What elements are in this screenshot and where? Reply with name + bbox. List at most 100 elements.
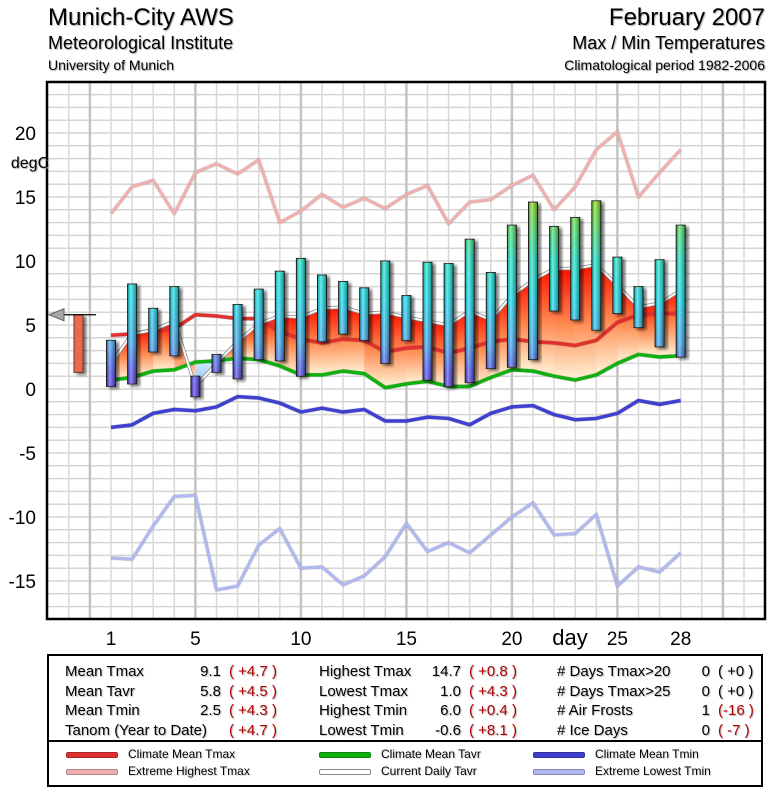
- stat-label: Mean Tmax: [65, 663, 144, 680]
- daily-bar: [422, 261, 433, 381]
- stat-anomaly: ( +4.3 ): [469, 682, 517, 700]
- anomaly-fill-segment: [279, 316, 301, 375]
- stat-row: Mean Tmax 9.1 ( +4.7 ): [49, 662, 761, 681]
- stat-value: 2.5: [200, 702, 221, 719]
- x-tick-label: 10: [290, 629, 311, 650]
- stat-row: Mean Tmin 2.5 ( +4.3 ): [49, 701, 761, 720]
- daily-bar: [443, 263, 454, 387]
- daily-bar: [232, 304, 243, 380]
- y-tick-label: -10: [9, 508, 36, 529]
- legend-label: Climate Mean Tmin: [595, 747, 699, 761]
- climate-mean-tavr-line: [110, 352, 681, 390]
- stat-label: Lowest Tmax: [319, 682, 408, 700]
- legend-swatch: [319, 769, 371, 775]
- extreme-lowest-tmin-line: [110, 493, 682, 592]
- anomaly-arrow-icon: [48, 308, 65, 322]
- y-tick-label: -15: [9, 572, 36, 593]
- stat-value: 0: [701, 663, 710, 680]
- stat-label: # Ice Days: [557, 721, 628, 739]
- stat-value: 9.1: [200, 663, 221, 680]
- y-tick-label: 5: [25, 316, 36, 337]
- daily-bar: [148, 307, 159, 353]
- stat-anomaly: ( +4.5 ): [229, 682, 277, 700]
- y-tick-label: 0: [25, 380, 36, 401]
- anomaly-fill-segment: [511, 280, 533, 372]
- stat-row: Mean Tavr 5.8 ( +4.5 ): [49, 682, 761, 701]
- daily-bar: [591, 200, 602, 331]
- legend-label: Climate Mean Tmax: [128, 747, 236, 761]
- grid: [48, 83, 764, 618]
- daily-bar: [570, 216, 581, 321]
- stat-row: Lowest Tmin -0.6 ( +8.1 ): [49, 721, 761, 740]
- subject-subtitle: Max / Min Temperatures: [572, 33, 765, 53]
- stat-anomaly: ( +0.8 ): [469, 663, 517, 680]
- y-axis-label: degC: [11, 155, 49, 172]
- stat-label: # Air Frosts: [557, 702, 633, 719]
- anomaly-fill-segment: [469, 310, 491, 387]
- daily-bar: [274, 270, 285, 362]
- annual-anomaly-bar: [73, 314, 84, 373]
- station-title: Munich-City AWS: [48, 4, 234, 31]
- institute-subtitle: Meteorological Institute: [48, 33, 234, 53]
- daily-bar: [106, 339, 116, 387]
- stat-label: # Days Tmax>25: [557, 682, 671, 700]
- stat-label: Highest Tmin: [319, 702, 408, 719]
- anomaly-fill-segment: [575, 264, 597, 381]
- stat-row: Highest Tmax 14.7 ( +0.8 ): [49, 662, 761, 681]
- legend-swatch: [66, 752, 118, 758]
- stat-anomaly: ( +4.3 ): [229, 702, 277, 719]
- daily-bar: [612, 256, 623, 314]
- y-tick-label: 20: [15, 124, 36, 145]
- x-axis-label: day: [552, 625, 587, 650]
- stat-label: Mean Tmin: [65, 702, 140, 719]
- anomaly-fill-segment: [111, 333, 133, 381]
- stat-value: 1.0: [440, 682, 461, 700]
- legend: Climate Mean Tmax Extreme Highest Tmax Cli…: [47, 740, 763, 787]
- y-tick-label: 15: [15, 188, 36, 209]
- stat-anomaly: ( +4.7 ): [229, 721, 277, 739]
- y-tick-label: -5: [19, 444, 36, 465]
- x-tick-label: 5: [190, 629, 201, 650]
- stat-anomaly: ( -7 ): [718, 721, 750, 739]
- stat-label: Highest Tmax: [319, 663, 412, 680]
- climate-mean-tmin-line: [110, 394, 682, 430]
- daily-bar: [127, 283, 138, 385]
- daily-bar: [317, 274, 327, 343]
- daily-bar: [295, 257, 306, 377]
- x-tick-label: 15: [396, 629, 417, 650]
- stat-row: Highest Tmin 6.0 ( +0.4 ): [49, 701, 761, 720]
- extreme-highest-tmax-line: [109, 130, 682, 226]
- climate-mean-tmax-line: [110, 311, 681, 355]
- daily-bar: [485, 272, 496, 370]
- stat-row: Lowest Tmax 1.0 ( +4.3 ): [49, 682, 761, 701]
- period-subtitle: Climatological period 1982-2006: [564, 57, 765, 73]
- legend-swatch: [66, 769, 118, 775]
- stat-anomaly: ( +8.1 ): [469, 721, 517, 739]
- anomaly-fill-segment: [406, 317, 428, 384]
- stat-value: 14.7: [431, 663, 461, 680]
- month-title: February 2007: [608, 4, 765, 31]
- legend-label: Extreme Lowest Tmin: [595, 764, 711, 778]
- plot-frame: [45, 80, 767, 621]
- stat-value: 6.0: [440, 702, 461, 719]
- stat-label: Lowest Tmin: [319, 721, 404, 739]
- stat-row: # Air Frosts 1 (-16 ): [49, 701, 761, 720]
- anomaly-fill-segment: [448, 310, 470, 387]
- daily-bar: [190, 375, 201, 398]
- daily-bar: [380, 260, 391, 364]
- daily-bar: [338, 280, 349, 335]
- anomaly-fill-segment: [132, 330, 154, 378]
- anomaly-fill-segment: [533, 268, 555, 377]
- daily-bar: [528, 201, 538, 361]
- current-daily-tavr-line: [110, 263, 682, 388]
- anomaly-fill-segment: [427, 321, 449, 387]
- legend-label: Current Daily Tavr: [381, 764, 477, 778]
- stat-row: # Days Tmax>20 0 ( +0 ): [49, 662, 761, 681]
- stat-label: # Days Tmax>20: [557, 663, 671, 680]
- daily-bar: [506, 224, 517, 368]
- stat-value: 5.8: [200, 682, 221, 700]
- legend-label: Climate Mean Tavr: [381, 747, 481, 761]
- stat-value: 0: [701, 721, 710, 739]
- y-tick-label: 10: [15, 252, 36, 273]
